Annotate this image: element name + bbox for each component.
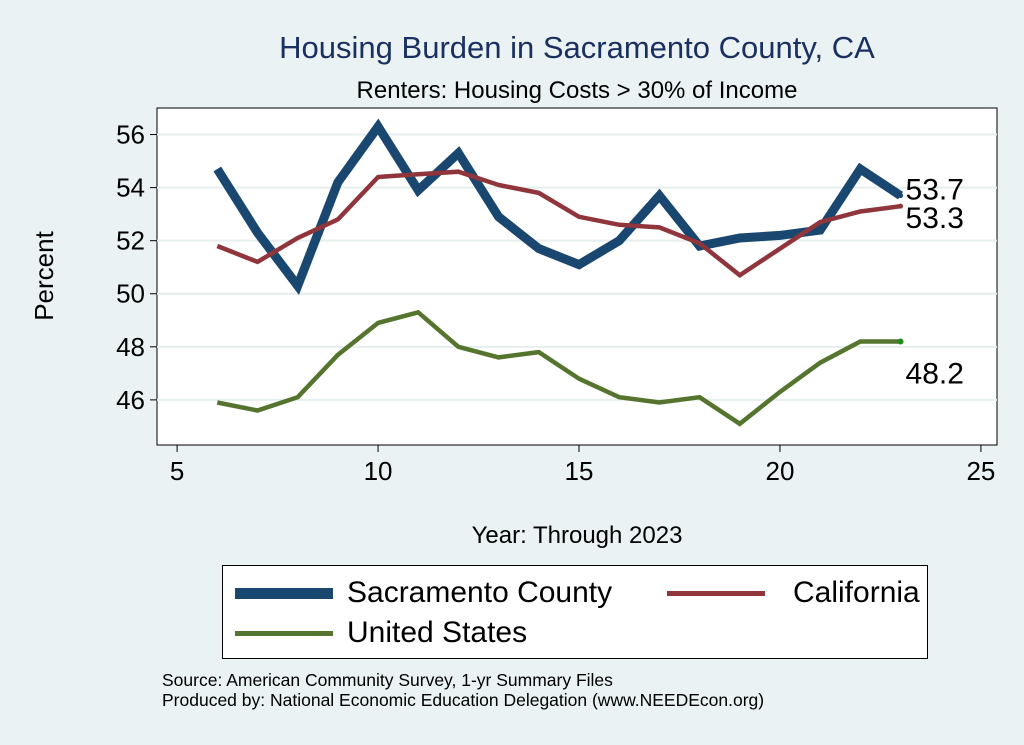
- y-tick-label: 50: [116, 279, 145, 309]
- produced-by-line: Produced by: National Economic Education…: [162, 690, 765, 710]
- legend-label-california: California: [793, 576, 920, 609]
- series-end-marker: [898, 203, 904, 209]
- legend-label-sacramento: Sacramento County: [347, 576, 613, 609]
- y-axis-label: Percent: [29, 230, 59, 320]
- y-tick-label: 54: [116, 173, 145, 203]
- x-tick-label: 15: [565, 456, 594, 486]
- x-axis: 5 10 15 20 25: [170, 445, 995, 486]
- legend-label-united-states: United States: [347, 616, 528, 649]
- legend: Sacramento County California United Stat…: [222, 565, 928, 659]
- end-value-label: 48.2: [906, 358, 964, 391]
- chart: Housing Burden in Sacramento County, CA …: [29, 30, 998, 549]
- legend-item-sacramento: Sacramento County: [235, 576, 612, 610]
- y-tick-label: 46: [116, 385, 145, 415]
- chart-title: Housing Burden in Sacramento County, CA: [279, 30, 875, 65]
- chart-subtitle: Renters: Housing Costs > 30% of Income: [357, 77, 798, 104]
- legend-swatch-california: [667, 590, 765, 596]
- source-line: Source: American Community Survey, 1-yr …: [162, 670, 613, 690]
- series-end-marker: [897, 338, 904, 345]
- y-tick-label: 56: [116, 120, 145, 150]
- legend-swatch-sacramento: [235, 587, 333, 599]
- x-tick-label: 25: [966, 456, 995, 486]
- end-labels: 53.753.3 48.2: [906, 174, 964, 391]
- series-line: [213, 118, 903, 295]
- series-lines: [213, 118, 904, 427]
- y-tick-label: 52: [116, 226, 145, 256]
- legend-swatch-united-states: [235, 630, 333, 636]
- source-note: Source: American Community Survey, 1-yr …: [162, 670, 764, 710]
- end-value-label: 53.7: [906, 174, 964, 207]
- legend-item-united-states: United States: [235, 616, 527, 650]
- series-line: [216, 309, 901, 427]
- y-axis: 46 48 50 52 54 56: [116, 120, 157, 415]
- series-line: [216, 169, 901, 278]
- x-tick-label: 10: [364, 456, 393, 486]
- end-value-label: 53.3: [906, 202, 964, 235]
- series-end-marker: [898, 193, 904, 199]
- plot-area: [156, 107, 998, 446]
- x-tick-label: 5: [170, 456, 184, 486]
- x-tick-label: 20: [766, 456, 795, 486]
- y-tick-label: 48: [116, 332, 145, 362]
- legend-item-california: California: [667, 576, 920, 610]
- x-axis-label: Year: Through 2023: [472, 522, 683, 549]
